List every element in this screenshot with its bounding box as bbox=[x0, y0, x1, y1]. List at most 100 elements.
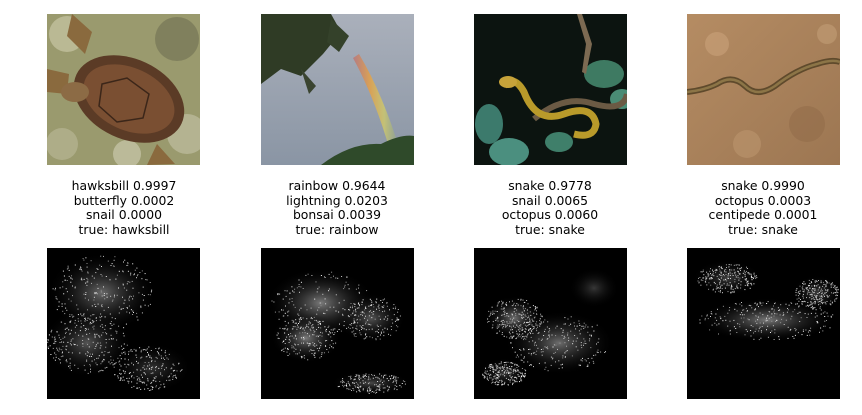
saliency-speckle bbox=[737, 270, 739, 272]
saliency-speckle bbox=[367, 319, 369, 321]
saliency-speckle bbox=[503, 311, 505, 313]
saliency-speckle bbox=[505, 303, 507, 305]
saliency-speckle bbox=[94, 359, 95, 361]
saliency-speckle bbox=[365, 337, 367, 339]
saliency-speckle bbox=[547, 346, 548, 348]
saliency-speckle bbox=[386, 302, 387, 304]
saliency-speckle bbox=[486, 370, 488, 372]
saliency-speckle bbox=[347, 381, 349, 383]
saliency-speckle bbox=[531, 330, 533, 331]
saliency-speckle bbox=[73, 315, 75, 317]
saliency-speckle bbox=[346, 386, 348, 388]
saliency-speckle bbox=[363, 312, 365, 314]
saliency-speckle bbox=[600, 351, 602, 353]
saliency-speckle bbox=[348, 376, 350, 377]
saliency-speckle bbox=[753, 272, 755, 274]
saliency-speckle bbox=[165, 367, 167, 369]
saliency-speckle bbox=[358, 284, 360, 286]
saliency-speckle bbox=[377, 332, 379, 334]
saliency-speckle bbox=[147, 365, 149, 367]
saliency-speckle bbox=[717, 287, 719, 289]
saliency-speckle bbox=[738, 279, 740, 281]
saliency-speckle bbox=[490, 373, 491, 375]
saliency-speckle bbox=[785, 319, 787, 321]
saliency-speckle bbox=[399, 315, 401, 317]
saliency-speckle bbox=[720, 266, 722, 268]
saliency-speckle bbox=[830, 316, 832, 318]
saliency-speckle bbox=[281, 309, 282, 311]
saliency-speckle bbox=[372, 374, 374, 376]
saliency-speckle bbox=[720, 272, 722, 274]
saliency-speckle bbox=[356, 325, 358, 327]
saliency-speckle bbox=[547, 348, 549, 350]
saliency-speckle bbox=[141, 312, 143, 314]
saliency-speckle bbox=[88, 299, 89, 301]
saliency-speckle bbox=[750, 274, 752, 276]
saliency-speckle bbox=[113, 363, 115, 365]
saliency-speckle bbox=[498, 326, 500, 328]
saliency-speckle bbox=[496, 377, 498, 379]
saliency-speckle bbox=[174, 369, 176, 371]
saliency-speckle bbox=[521, 317, 523, 319]
saliency-speckle bbox=[179, 370, 181, 372]
saliency-speckle bbox=[816, 281, 818, 283]
saliency-speckle bbox=[759, 303, 761, 305]
saliency-speckle bbox=[811, 306, 813, 308]
saliency-speckle bbox=[299, 349, 301, 351]
saliency-speckle bbox=[139, 379, 141, 380]
saliency-speckle bbox=[382, 299, 384, 301]
saliency-speckle bbox=[811, 298, 813, 300]
saliency-speckle bbox=[357, 384, 359, 386]
saliency-speckle bbox=[529, 348, 531, 350]
saliency-speckle bbox=[814, 280, 816, 282]
saliency-speckle bbox=[357, 303, 359, 305]
saliency-speckle bbox=[132, 298, 134, 300]
saliency-speckle bbox=[94, 337, 96, 339]
saliency-speckle bbox=[495, 364, 497, 366]
saliency-speckle bbox=[590, 335, 592, 337]
saliency-speckle bbox=[365, 334, 366, 336]
saliency-speckle bbox=[146, 356, 148, 358]
saliency-speckle bbox=[836, 294, 838, 296]
saliency-speckle bbox=[822, 312, 824, 314]
saliency-speckle bbox=[583, 322, 585, 324]
saliency-speckle bbox=[92, 314, 94, 316]
saliency-speckle bbox=[536, 330, 538, 332]
saliency-speckle bbox=[812, 308, 814, 309]
saliency-speckle bbox=[148, 354, 149, 356]
saliency-speckle bbox=[497, 371, 499, 372]
saliency-speckle bbox=[587, 358, 589, 359]
saliency-speckle bbox=[114, 318, 116, 320]
saliency-speckle bbox=[498, 371, 500, 373]
saliency-speckle bbox=[550, 356, 552, 358]
saliency-speckle bbox=[319, 342, 321, 344]
saliency-speckle bbox=[353, 379, 355, 381]
saliency-speckle bbox=[502, 324, 504, 326]
saliency-speckle bbox=[67, 265, 69, 267]
saliency-speckle bbox=[528, 349, 530, 350]
saliency-speckle bbox=[291, 298, 293, 300]
saliency-speckle bbox=[819, 295, 821, 297]
saliency-speckle bbox=[380, 331, 382, 333]
saliency-speckle bbox=[803, 283, 805, 285]
saliency-speckle bbox=[505, 326, 507, 328]
saliency-speckle bbox=[718, 290, 720, 292]
saliency-speckle bbox=[323, 352, 325, 354]
saliency-speckle bbox=[814, 303, 816, 305]
saliency-speckle bbox=[135, 349, 137, 351]
saliency-speckle bbox=[382, 302, 383, 303]
saliency-speckle bbox=[825, 280, 827, 282]
saliency-speckle bbox=[390, 334, 392, 336]
saliency-speckle bbox=[353, 322, 355, 324]
saliency-speckle bbox=[352, 327, 354, 329]
saliency-speckle bbox=[109, 313, 111, 315]
saliency-speckle bbox=[94, 293, 96, 295]
saliency-speckle bbox=[502, 327, 504, 329]
saliency-speckle bbox=[551, 334, 553, 336]
saliency-speckle bbox=[58, 301, 60, 303]
saliency-speckle bbox=[308, 350, 310, 352]
saliency-speckle bbox=[367, 388, 368, 390]
saliency-speckle bbox=[760, 331, 762, 333]
saliency-speckle bbox=[310, 330, 312, 332]
saliency-speckle bbox=[56, 349, 58, 351]
